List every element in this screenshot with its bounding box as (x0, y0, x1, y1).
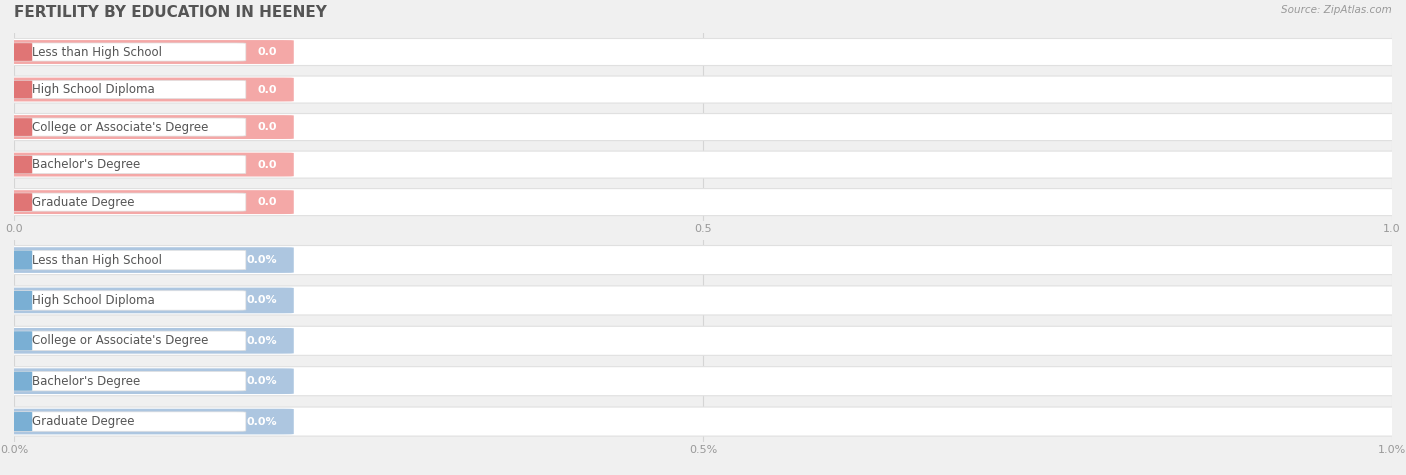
FancyBboxPatch shape (4, 328, 294, 354)
Text: 0.0%: 0.0% (246, 417, 277, 427)
FancyBboxPatch shape (13, 291, 32, 310)
Text: Bachelor's Degree: Bachelor's Degree (32, 158, 141, 171)
FancyBboxPatch shape (13, 193, 32, 211)
FancyBboxPatch shape (4, 368, 294, 394)
FancyBboxPatch shape (13, 412, 32, 431)
FancyBboxPatch shape (1, 38, 1405, 66)
FancyBboxPatch shape (10, 156, 246, 173)
Text: 0.0%: 0.0% (246, 336, 277, 346)
Text: 0.0: 0.0 (257, 47, 277, 57)
FancyBboxPatch shape (10, 81, 246, 98)
FancyBboxPatch shape (4, 247, 294, 273)
FancyBboxPatch shape (10, 193, 246, 211)
FancyBboxPatch shape (1, 286, 1405, 315)
Text: High School Diploma: High School Diploma (32, 294, 155, 307)
Text: Graduate Degree: Graduate Degree (32, 196, 135, 209)
FancyBboxPatch shape (1, 407, 1405, 436)
FancyBboxPatch shape (1, 246, 1405, 275)
Text: 0.0: 0.0 (257, 197, 277, 207)
Text: Less than High School: Less than High School (32, 254, 162, 266)
Text: 0.0: 0.0 (257, 85, 277, 95)
FancyBboxPatch shape (1, 114, 1405, 141)
FancyBboxPatch shape (13, 81, 32, 98)
FancyBboxPatch shape (1, 326, 1405, 355)
Text: Less than High School: Less than High School (32, 46, 162, 58)
FancyBboxPatch shape (13, 371, 32, 391)
Text: Source: ZipAtlas.com: Source: ZipAtlas.com (1281, 5, 1392, 15)
FancyBboxPatch shape (1, 76, 1405, 103)
FancyBboxPatch shape (10, 43, 246, 61)
FancyBboxPatch shape (10, 250, 246, 270)
FancyBboxPatch shape (1, 151, 1405, 178)
Text: FERTILITY BY EDUCATION IN HEENEY: FERTILITY BY EDUCATION IN HEENEY (14, 5, 328, 20)
FancyBboxPatch shape (10, 371, 246, 391)
Text: Bachelor's Degree: Bachelor's Degree (32, 375, 141, 388)
FancyBboxPatch shape (4, 152, 294, 177)
Text: 0.0%: 0.0% (246, 295, 277, 305)
FancyBboxPatch shape (10, 291, 246, 310)
FancyBboxPatch shape (10, 412, 246, 431)
Text: Graduate Degree: Graduate Degree (32, 415, 135, 428)
FancyBboxPatch shape (1, 189, 1405, 216)
Text: College or Associate's Degree: College or Associate's Degree (32, 121, 208, 133)
Text: 0.0%: 0.0% (246, 376, 277, 386)
FancyBboxPatch shape (13, 331, 32, 351)
FancyBboxPatch shape (4, 287, 294, 314)
Text: 0.0: 0.0 (257, 122, 277, 132)
FancyBboxPatch shape (4, 190, 294, 214)
FancyBboxPatch shape (13, 250, 32, 270)
FancyBboxPatch shape (4, 40, 294, 64)
FancyBboxPatch shape (13, 156, 32, 173)
FancyBboxPatch shape (13, 43, 32, 61)
FancyBboxPatch shape (10, 118, 246, 136)
FancyBboxPatch shape (13, 118, 32, 136)
FancyBboxPatch shape (4, 408, 294, 435)
FancyBboxPatch shape (4, 115, 294, 139)
FancyBboxPatch shape (10, 331, 246, 351)
Text: College or Associate's Degree: College or Associate's Degree (32, 334, 208, 347)
FancyBboxPatch shape (1, 367, 1405, 396)
FancyBboxPatch shape (4, 77, 294, 102)
Text: High School Diploma: High School Diploma (32, 83, 155, 96)
Text: 0.0%: 0.0% (246, 255, 277, 265)
Text: 0.0: 0.0 (257, 160, 277, 170)
